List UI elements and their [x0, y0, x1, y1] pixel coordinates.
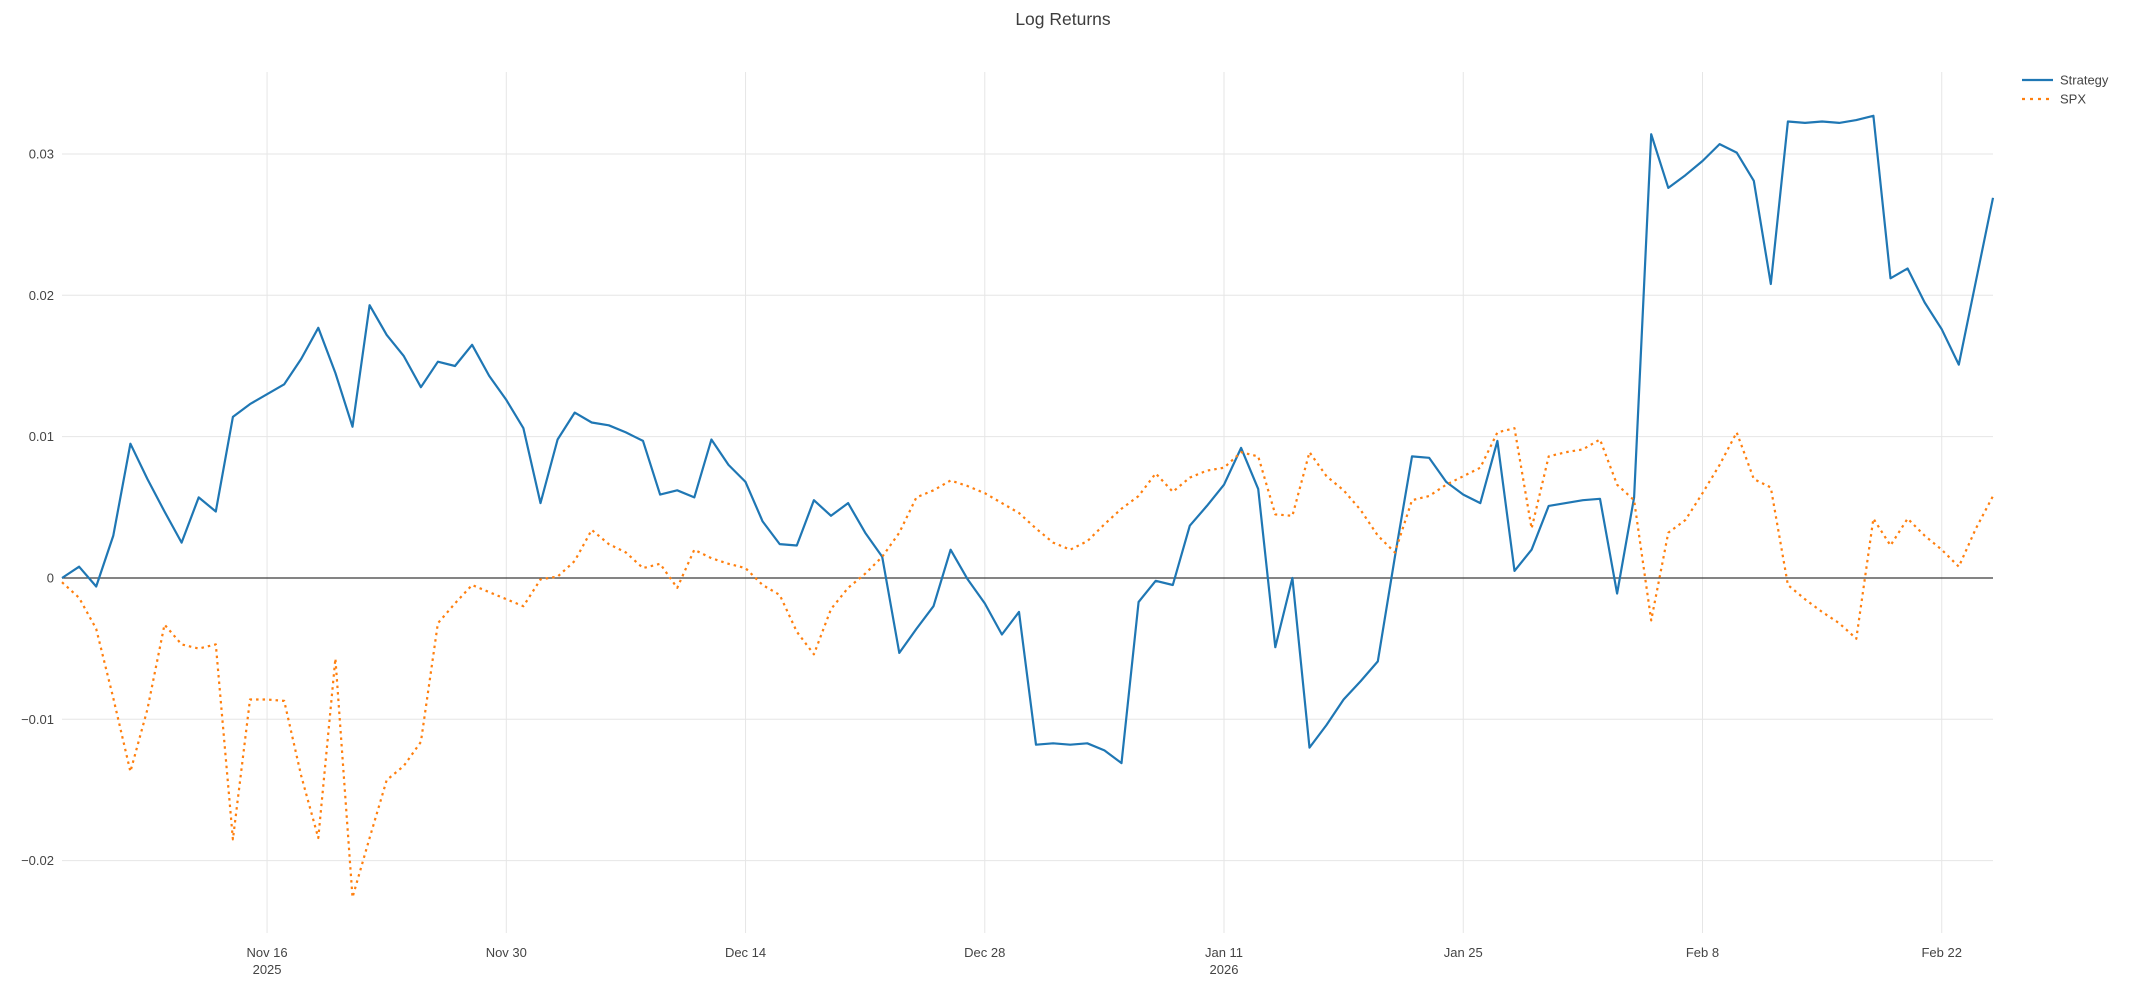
grid-layer [62, 72, 1993, 933]
legend: Strategy SPX [2022, 73, 2109, 107]
legend-item-spx[interactable]: SPX [2022, 92, 2086, 107]
x-tick-label: Dec 14 [725, 945, 766, 960]
y-tick-label: −0.01 [21, 712, 54, 727]
x-tick-label: Jan 25 [1444, 945, 1483, 960]
plot-area[interactable] [62, 72, 1993, 920]
x-tick-label: Feb 8 [1686, 945, 1719, 960]
x-tick-label: Nov 16 [246, 945, 287, 960]
y-tick-label: −0.02 [21, 853, 54, 868]
series-layer [61, 114, 1995, 899]
x-tick-label: Nov 30 [486, 945, 527, 960]
x-tick-sublabel: 2025 [253, 962, 282, 977]
legend-label-strategy: Strategy [2060, 73, 2109, 88]
y-tick-label: 0.03 [29, 146, 54, 161]
y-tick-label: 0.02 [29, 288, 54, 303]
axis-layer: −0.02 −0.01 0 0.01 0.02 0.03 Nov 16 2025 Nov 30 D… [21, 146, 1962, 977]
y-tick-label: 0 [47, 570, 54, 585]
chart-title: Log Returns [1015, 9, 1111, 29]
x-tick-label: Feb 22 [1921, 945, 1961, 960]
x-tick-label: Dec 28 [964, 945, 1005, 960]
x-tick-sublabel: 2026 [1210, 962, 1239, 977]
legend-label-spx: SPX [2060, 92, 2086, 107]
legend-item-strategy[interactable]: Strategy [2022, 73, 2109, 88]
y-tick-label: 0.01 [29, 429, 54, 444]
strategy-line [61, 114, 1995, 765]
x-tick-label: Jan 11 [1205, 945, 1243, 960]
